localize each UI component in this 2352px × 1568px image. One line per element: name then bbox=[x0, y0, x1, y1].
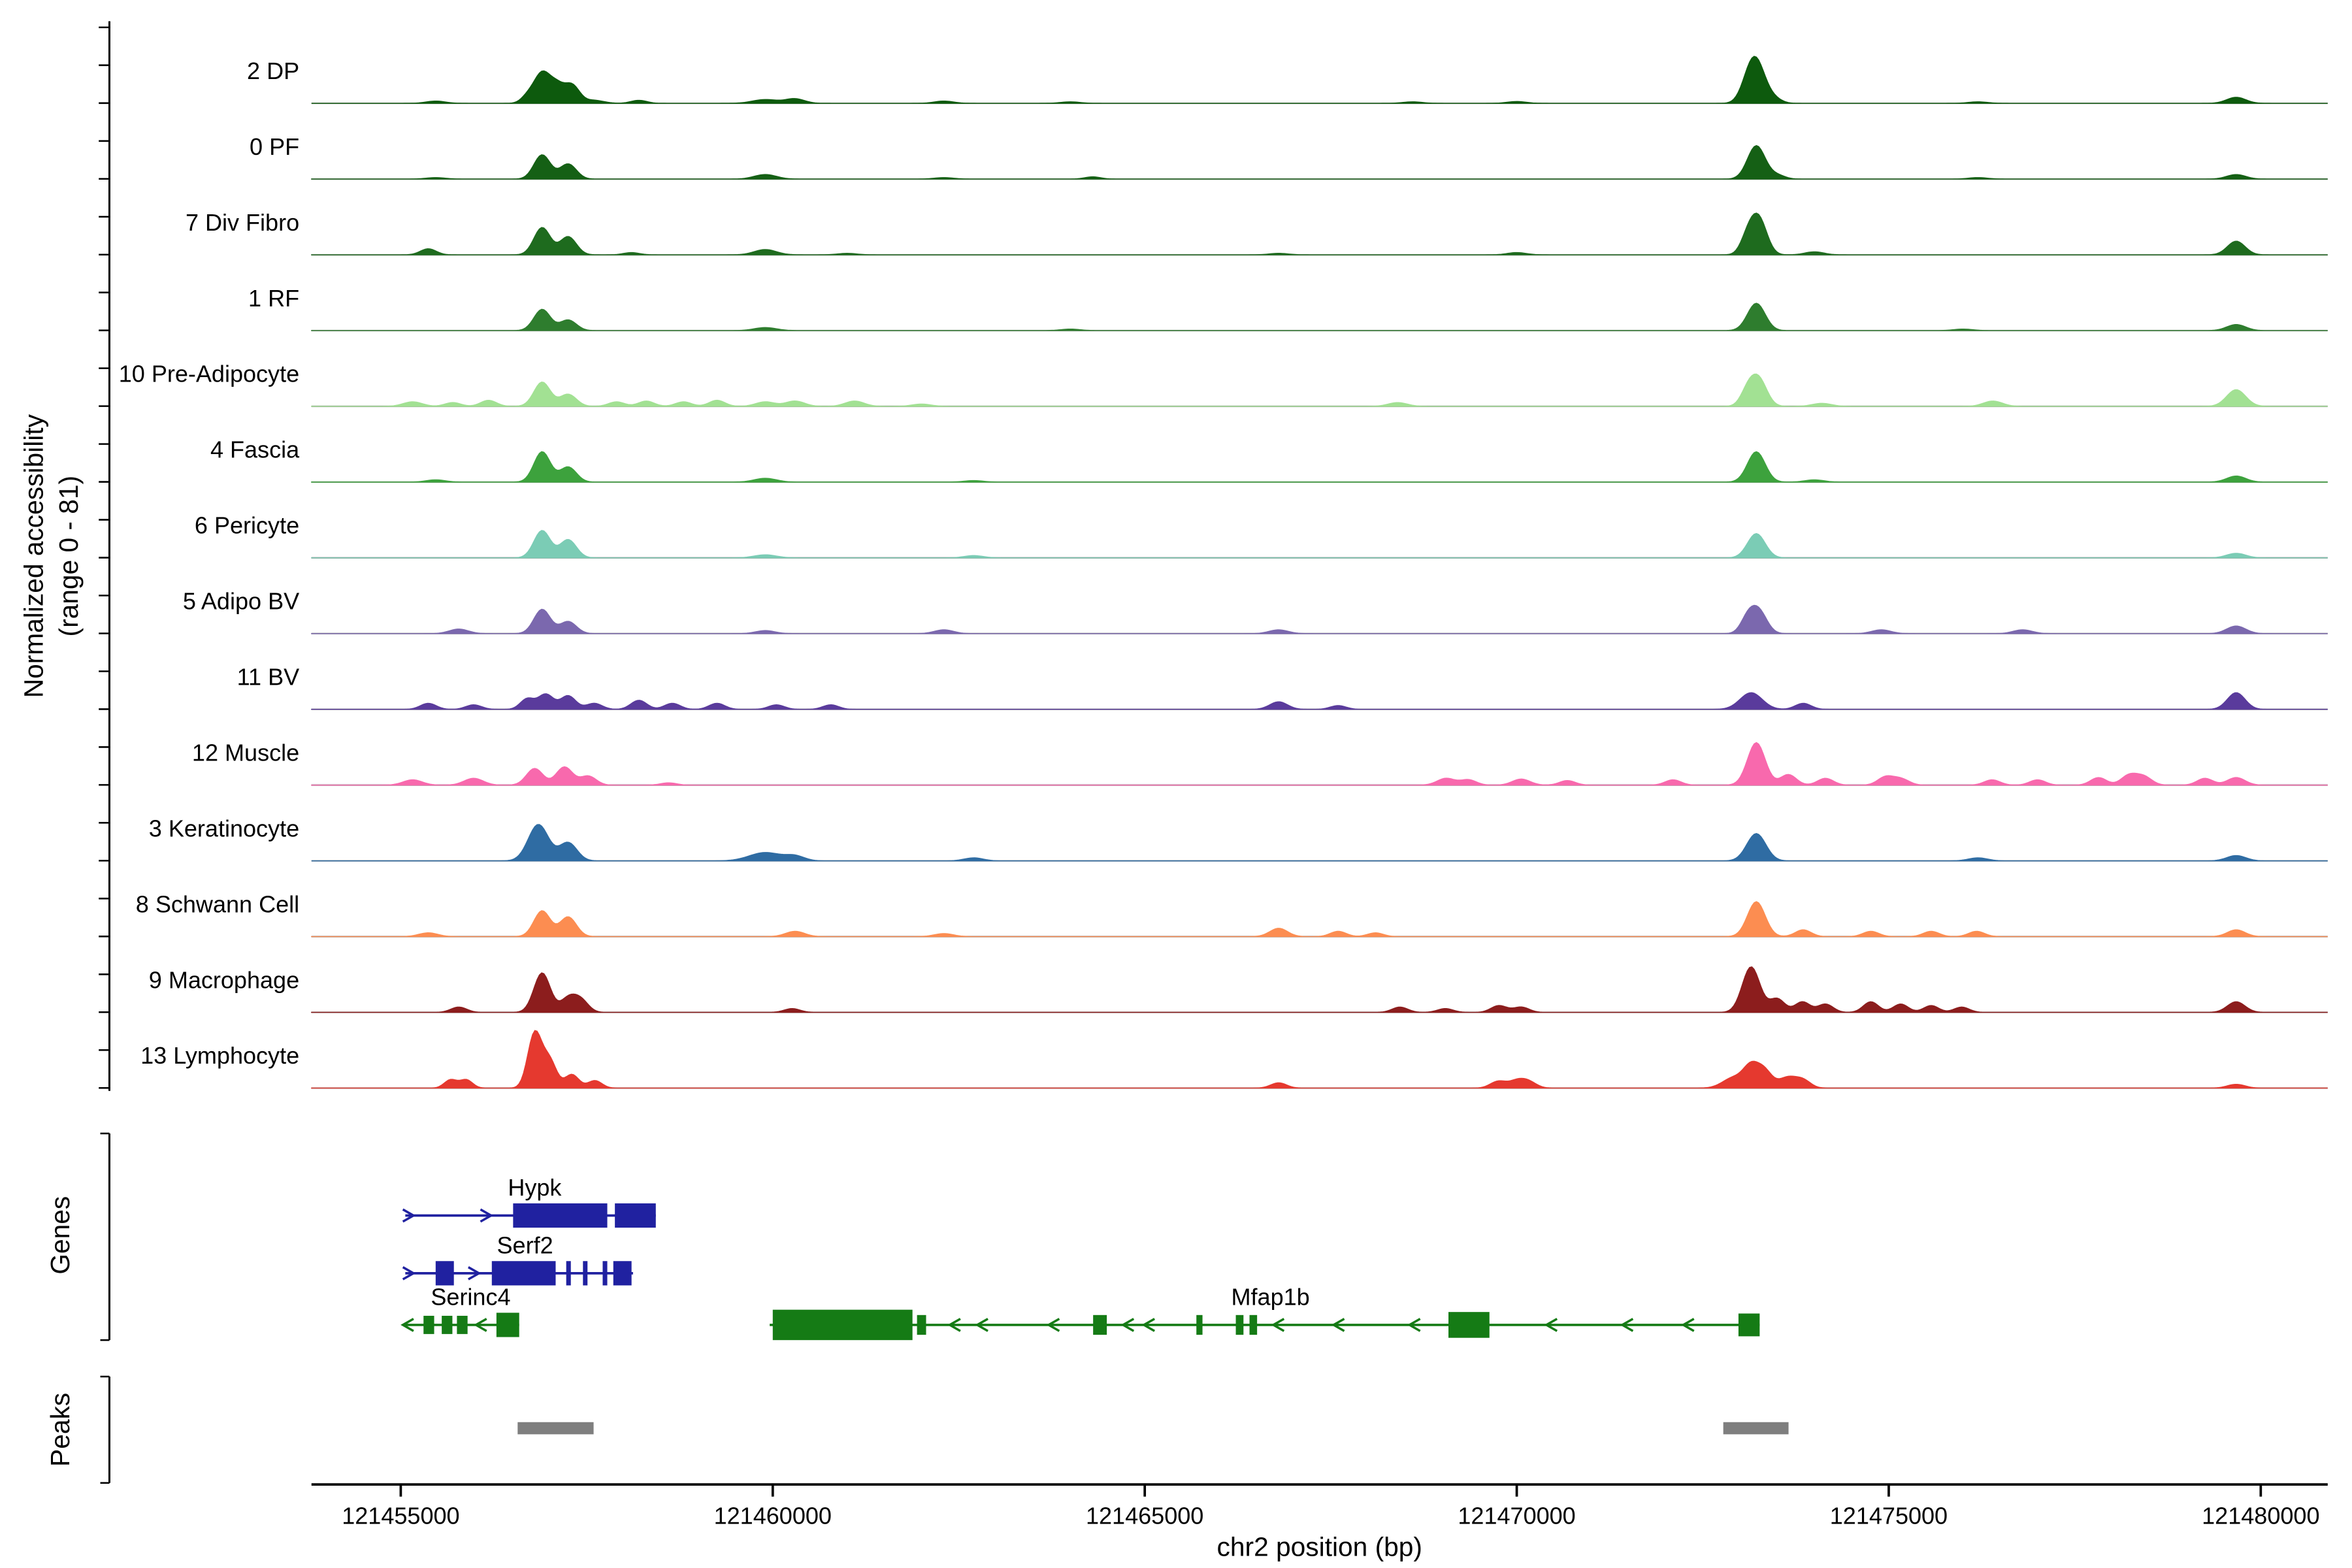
track-label: 13 Lymphocyte bbox=[140, 1042, 299, 1069]
gene-exon bbox=[1235, 1315, 1244, 1335]
track-signal bbox=[311, 451, 2328, 483]
strand-arrow-icon bbox=[1680, 1318, 1695, 1332]
gene-exon bbox=[513, 1203, 608, 1228]
gene-Mfap1b: Mfap1b bbox=[770, 1284, 1760, 1341]
track-signal bbox=[311, 56, 2328, 104]
strand-arrow-icon bbox=[1331, 1318, 1345, 1332]
genes-section-label: Genes bbox=[44, 1196, 76, 1275]
track-label: 12 Muscle bbox=[192, 739, 299, 766]
gene-exon bbox=[457, 1315, 468, 1334]
strand-arrow-icon bbox=[480, 1208, 494, 1223]
peak-bar bbox=[517, 1422, 594, 1435]
x-axis-tick-label: 121470000 bbox=[1458, 1503, 1575, 1529]
track-signal bbox=[311, 1030, 2328, 1089]
gene-exon bbox=[613, 1261, 632, 1286]
gene-name-label: Hypk bbox=[508, 1174, 562, 1201]
track-signal bbox=[311, 302, 2328, 331]
gene-exon bbox=[583, 1261, 588, 1286]
track-signal bbox=[311, 966, 2328, 1013]
gene-name-label: Mfap1b bbox=[1232, 1284, 1310, 1311]
track-signal bbox=[311, 824, 2328, 862]
track-label: 2 DP bbox=[247, 57, 299, 84]
track-label: 1 RF bbox=[248, 285, 299, 312]
strand-arrow-icon bbox=[1046, 1318, 1060, 1332]
track-signal bbox=[311, 901, 2328, 938]
track-label: 10 Pre-Adipocyte bbox=[119, 361, 299, 387]
gene-exon bbox=[1093, 1315, 1107, 1335]
track-label: 3 Keratinocyte bbox=[149, 815, 299, 841]
strand-arrow-icon bbox=[473, 1318, 487, 1332]
strand-arrow-icon bbox=[402, 1266, 416, 1281]
strand-arrow-icon bbox=[402, 1208, 416, 1223]
track-signal bbox=[311, 742, 2328, 786]
gene-exon bbox=[615, 1203, 656, 1228]
x-axis-title: chr2 position (bp) bbox=[1217, 1531, 1423, 1562]
gene-exon bbox=[566, 1261, 571, 1286]
gene-exon bbox=[423, 1315, 434, 1334]
x-axis-tick-label: 121480000 bbox=[2202, 1503, 2319, 1529]
x-axis-tick-label: 121465000 bbox=[1086, 1503, 1203, 1529]
y-axis-label-line1: Normalized accessibility bbox=[18, 414, 50, 698]
track-label: 6 Pericyte bbox=[195, 512, 299, 539]
x-axis-tick-label: 121475000 bbox=[1830, 1503, 1948, 1529]
track-signal bbox=[311, 530, 2328, 559]
y-axis-label-line2: (range 0 - 81) bbox=[53, 475, 84, 637]
gene-exon bbox=[1448, 1312, 1490, 1338]
track-signal bbox=[311, 373, 2328, 407]
track-signal bbox=[311, 212, 2328, 255]
strand-arrow-icon bbox=[1141, 1318, 1156, 1332]
strand-arrow-icon bbox=[975, 1318, 988, 1332]
x-axis-tick-label: 121455000 bbox=[342, 1503, 459, 1529]
gene-Serf2: Serf2 bbox=[402, 1232, 633, 1286]
track-signal bbox=[311, 692, 2328, 710]
gene-name-label: Serinc4 bbox=[431, 1284, 510, 1311]
gene-exon bbox=[1249, 1315, 1258, 1335]
track-label: 11 BV bbox=[237, 664, 299, 691]
strand-arrow-icon bbox=[467, 1266, 482, 1281]
gene-exon bbox=[491, 1261, 556, 1286]
strand-arrow-icon bbox=[1544, 1318, 1558, 1332]
x-axis-tick-label: 121460000 bbox=[714, 1503, 832, 1529]
strand-arrow-icon bbox=[1407, 1318, 1421, 1332]
strand-arrow-icon bbox=[400, 1318, 414, 1332]
peak-bar bbox=[1723, 1422, 1789, 1435]
track-signal bbox=[311, 604, 2328, 634]
gene-Serinc4: Serinc4 bbox=[400, 1284, 519, 1337]
gene-exon bbox=[496, 1313, 519, 1337]
strand-arrow-icon bbox=[1271, 1318, 1285, 1332]
track-label: 9 Macrophage bbox=[149, 966, 299, 993]
strand-arrow-icon bbox=[1620, 1318, 1634, 1332]
gene-exon bbox=[772, 1309, 913, 1341]
gene-exon bbox=[602, 1261, 608, 1286]
gene-name-label: Serf2 bbox=[497, 1232, 553, 1259]
track-label: 4 Fascia bbox=[210, 436, 300, 463]
strand-arrow-icon bbox=[947, 1318, 961, 1332]
strand-arrow-icon bbox=[1120, 1318, 1135, 1332]
track-label: 5 Adipo BV bbox=[183, 588, 299, 615]
track-label: 8 Schwann Cell bbox=[136, 890, 299, 917]
gene-exon bbox=[435, 1261, 454, 1286]
gene-exon bbox=[1196, 1315, 1203, 1335]
track-label: 0 PF bbox=[250, 133, 299, 160]
track-label: 7 Div Fibro bbox=[186, 209, 299, 236]
gene-exon bbox=[442, 1315, 453, 1334]
y-axis-label: Normalized accessibility (range 0 - 81) bbox=[17, 414, 86, 698]
track-signal bbox=[311, 144, 2328, 180]
peaks-section-label: Peaks bbox=[44, 1392, 76, 1467]
gene-exon bbox=[917, 1315, 926, 1335]
gene-Hypk: Hypk bbox=[402, 1174, 656, 1228]
gene-exon bbox=[1738, 1313, 1760, 1337]
